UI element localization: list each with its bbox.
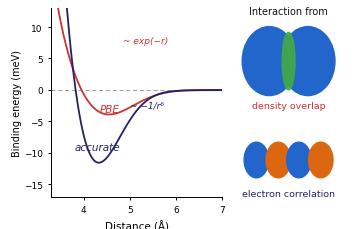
- Ellipse shape: [242, 27, 296, 96]
- Text: density overlap: density overlap: [252, 102, 325, 111]
- Ellipse shape: [282, 33, 295, 90]
- Ellipse shape: [281, 27, 335, 96]
- Y-axis label: Binding energy (meV): Binding energy (meV): [12, 50, 23, 156]
- Ellipse shape: [244, 142, 269, 178]
- Text: ~ exp(−r): ~ exp(−r): [123, 37, 168, 46]
- Ellipse shape: [266, 142, 291, 178]
- Ellipse shape: [287, 142, 311, 178]
- Text: accurate: accurate: [74, 142, 120, 152]
- Text: Interaction from: Interaction from: [249, 7, 328, 17]
- X-axis label: Distance (Å): Distance (Å): [105, 220, 169, 229]
- Text: electron correlation: electron correlation: [242, 189, 335, 198]
- Ellipse shape: [309, 142, 333, 178]
- Text: PBE: PBE: [100, 104, 120, 114]
- Text: ~ −1/r⁶: ~ −1/r⁶: [130, 101, 164, 110]
